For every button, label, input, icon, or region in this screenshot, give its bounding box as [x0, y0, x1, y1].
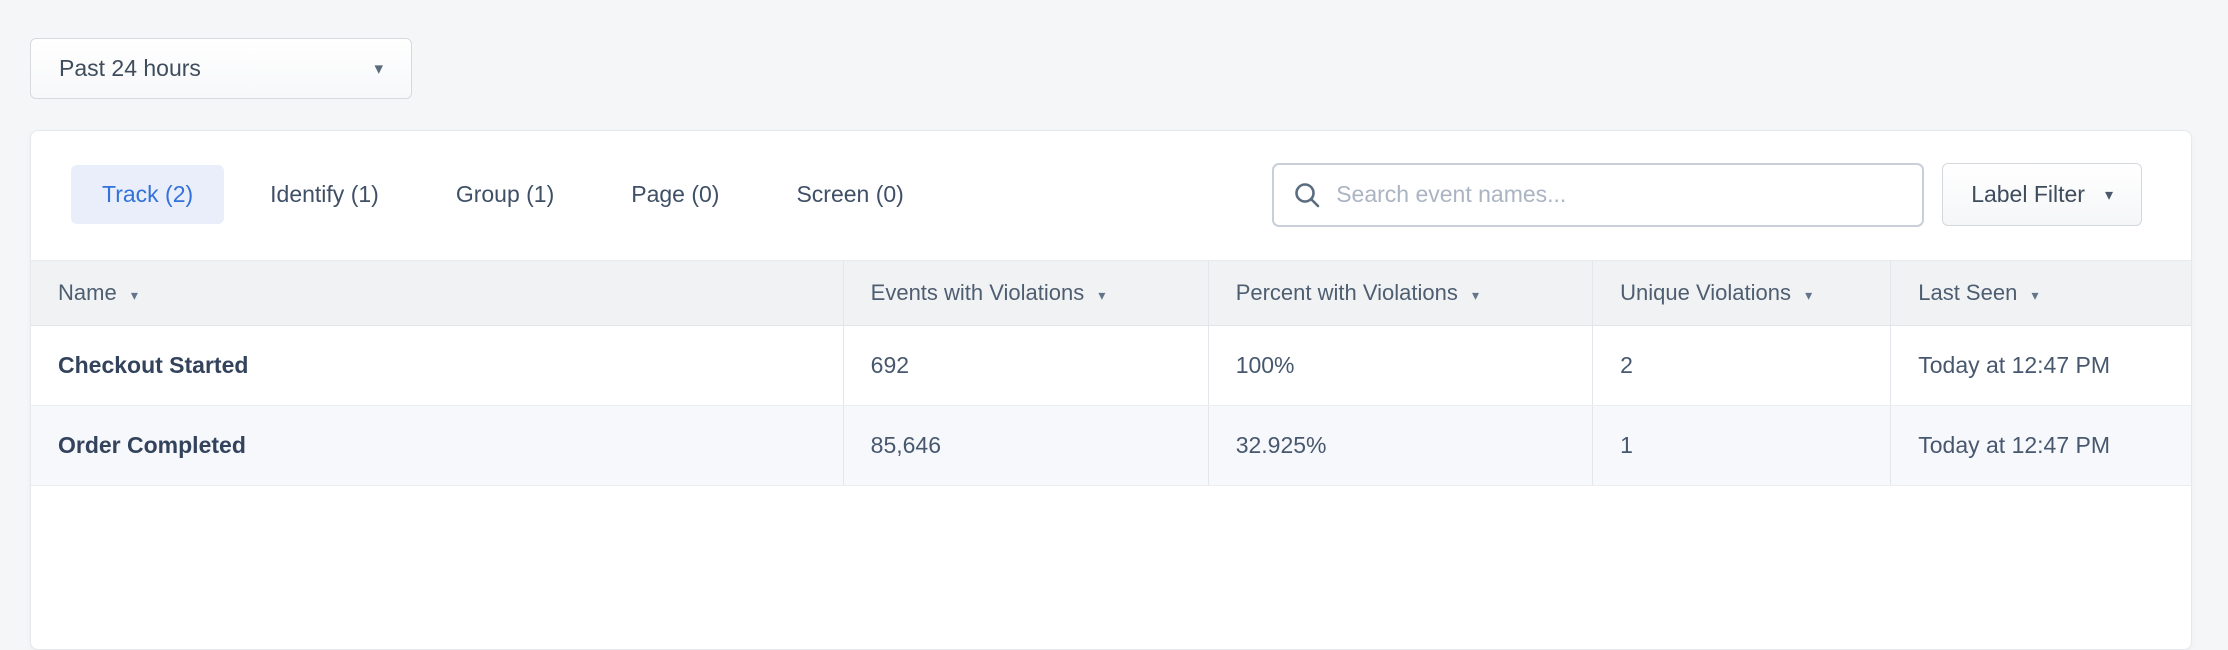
column-header-percent-with-violations[interactable]: Percent with Violations ▾ — [1207, 260, 1593, 326]
tab-screen[interactable]: Screen (0) — [796, 181, 904, 207]
column-label: Last Seen — [1918, 280, 2018, 305]
column-label: Unique Violations — [1620, 280, 1791, 305]
column-header-unique-violations[interactable]: Unique Violations ▾ — [1592, 260, 1891, 326]
search-box — [1272, 162, 1925, 227]
column-header-last-seen[interactable]: Last Seen ▾ — [1890, 260, 2191, 326]
column-label: Events with Violations — [870, 280, 1085, 305]
time-range-value: Past 24 hours — [59, 55, 201, 81]
tab-identify[interactable]: Identify (1) — [270, 181, 379, 207]
last-seen-cell: Today at 12:47 PM — [1890, 325, 2191, 406]
sort-caret-icon: ▾ — [2031, 287, 2039, 303]
unique-violations-cell: 2 — [1592, 325, 1891, 406]
tab-track[interactable]: Track (2) — [71, 165, 225, 224]
label-filter-text: Label Filter — [1971, 181, 2085, 207]
column-header-name[interactable]: Name ▾ — [31, 260, 844, 326]
column-label: Percent with Violations — [1235, 280, 1458, 305]
search-input[interactable] — [1336, 181, 1905, 208]
column-header-events-with-violations[interactable]: Events with Violations ▾ — [842, 260, 1209, 326]
table-row[interactable]: Checkout Started 692 100% 2 Today at 12:… — [31, 325, 2191, 406]
card-toolbar: Track (2) Identify (1) Group (1) Page (0… — [31, 131, 2191, 260]
event-type-tabs: Track (2) Identify (1) Group (1) Page (0… — [71, 165, 950, 224]
search-icon — [1295, 182, 1320, 207]
sort-caret-icon: ▾ — [130, 287, 138, 303]
last-seen-cell: Today at 12:47 PM — [1890, 405, 2191, 486]
tab-group[interactable]: Group (1) — [455, 181, 555, 207]
label-filter-button[interactable]: Label Filter ▾ — [1942, 163, 2142, 226]
events-with-violations-cell: 692 — [842, 325, 1209, 406]
percent-with-violations-cell: 100% — [1207, 325, 1593, 406]
sort-caret-icon: ▾ — [1805, 287, 1813, 303]
sort-caret-icon: ▾ — [1098, 287, 1106, 303]
column-label: Name — [58, 280, 117, 305]
event-name-cell[interactable]: Order Completed — [31, 405, 844, 486]
tab-page[interactable]: Page (0) — [631, 181, 720, 207]
chevron-down-icon: ▾ — [374, 58, 383, 78]
percent-with-violations-cell: 32.925% — [1207, 405, 1593, 486]
violations-table: Name ▾ Events with Violations ▾ Percent … — [31, 260, 2191, 486]
table-header-row: Name ▾ Events with Violations ▾ Percent … — [31, 260, 2191, 326]
time-range-dropdown[interactable]: Past 24 hours ▾ — [30, 38, 412, 99]
table-row[interactable]: Order Completed 85,646 32.925% 1 Today a… — [31, 405, 2191, 486]
chevron-down-icon: ▾ — [2104, 186, 2113, 204]
event-name-cell[interactable]: Checkout Started — [31, 325, 844, 406]
sort-caret-icon: ▾ — [1471, 287, 1480, 303]
unique-violations-cell: 1 — [1592, 405, 1891, 486]
events-card: Track (2) Identify (1) Group (1) Page (0… — [30, 130, 2192, 650]
toolbar-right: Label Filter ▾ — [1272, 162, 2142, 227]
events-with-violations-cell: 85,646 — [842, 405, 1209, 486]
